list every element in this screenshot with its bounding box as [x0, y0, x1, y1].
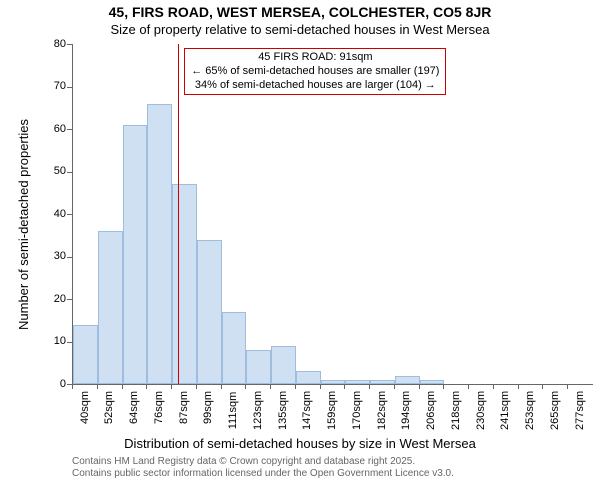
y-tick-label: 50	[38, 165, 66, 177]
x-tick-mark	[221, 384, 222, 389]
y-tick-mark	[67, 299, 72, 300]
x-tick-mark	[567, 384, 568, 389]
x-tick-label: 40sqm	[79, 392, 91, 424]
y-tick-mark	[67, 129, 72, 130]
y-axis-label: Number of semi-detached properties	[16, 119, 31, 330]
y-tick-label: 40	[38, 208, 66, 220]
histogram-bar	[98, 231, 123, 384]
x-tick-mark	[542, 384, 543, 389]
y-tick-label: 20	[38, 293, 66, 305]
x-tick-mark	[419, 384, 420, 389]
attribution-line-2: Contains public sector information licen…	[72, 468, 454, 480]
x-tick-mark	[443, 384, 444, 389]
chart-subtitle: Size of property relative to semi-detach…	[0, 22, 600, 37]
x-tick-mark	[369, 384, 370, 389]
x-tick-label: 87sqm	[178, 392, 190, 424]
y-tick-mark	[67, 87, 72, 88]
y-tick-mark	[67, 172, 72, 173]
x-tick-mark	[320, 384, 321, 389]
x-tick-label: 277sqm	[574, 392, 586, 430]
y-tick-mark	[67, 214, 72, 215]
marker-line	[178, 44, 179, 384]
histogram-bar	[271, 346, 296, 384]
marker-callout: 45 FIRS ROAD: 91sqm← 65% of semi-detache…	[184, 48, 446, 95]
x-tick-mark	[493, 384, 494, 389]
y-tick-label: 0	[38, 378, 66, 390]
callout-line: ← 65% of semi-detached houses are smalle…	[191, 65, 439, 79]
x-tick-label: 64sqm	[128, 392, 140, 424]
callout-line: 34% of semi-detached houses are larger (…	[191, 79, 439, 93]
x-tick-label: 111sqm	[227, 392, 239, 430]
x-tick-label: 241sqm	[499, 392, 511, 430]
histogram-bar	[370, 380, 395, 384]
x-tick-label: 52sqm	[103, 392, 115, 424]
x-tick-label: 218sqm	[450, 392, 462, 430]
x-tick-label: 182sqm	[376, 392, 388, 430]
x-axis-title: Distribution of semi-detached houses by …	[0, 436, 600, 451]
y-tick-mark	[67, 44, 72, 45]
x-tick-mark	[72, 384, 73, 389]
x-tick-label: 76sqm	[153, 392, 165, 424]
y-tick-mark	[67, 257, 72, 258]
x-tick-mark	[518, 384, 519, 389]
attribution-line-1: Contains HM Land Registry data © Crown c…	[72, 456, 454, 468]
x-tick-mark	[344, 384, 345, 389]
x-tick-mark	[146, 384, 147, 389]
x-tick-label: 170sqm	[351, 392, 363, 430]
histogram-bar	[123, 125, 148, 384]
x-tick-label: 123sqm	[252, 392, 264, 430]
x-tick-label: 206sqm	[425, 392, 437, 430]
x-tick-label: 194sqm	[400, 392, 412, 430]
y-tick-label: 10	[38, 335, 66, 347]
x-tick-label: 99sqm	[202, 392, 214, 424]
histogram-bar	[222, 312, 247, 384]
x-tick-mark	[171, 384, 172, 389]
histogram-bar	[246, 350, 271, 384]
attribution: Contains HM Land Registry data © Crown c…	[72, 456, 454, 480]
y-tick-label: 70	[38, 80, 66, 92]
chart-title: 45, FIRS ROAD, WEST MERSEA, COLCHESTER, …	[0, 4, 600, 20]
x-tick-mark	[97, 384, 98, 389]
callout-line: 45 FIRS ROAD: 91sqm	[191, 51, 439, 65]
x-tick-mark	[245, 384, 246, 389]
x-tick-mark	[468, 384, 469, 389]
y-tick-mark	[67, 342, 72, 343]
histogram-bar	[73, 325, 98, 385]
x-tick-label: 230sqm	[475, 392, 487, 430]
histogram-bar	[296, 371, 321, 384]
x-tick-mark	[196, 384, 197, 389]
histogram-bar	[197, 240, 222, 385]
histogram-bar	[172, 184, 197, 384]
histogram-bar	[395, 376, 420, 385]
x-tick-mark	[270, 384, 271, 389]
histogram-bar	[420, 380, 445, 384]
histogram-bar	[321, 380, 346, 384]
histogram-bar	[147, 104, 172, 385]
x-tick-mark	[295, 384, 296, 389]
x-tick-label: 265sqm	[549, 392, 561, 430]
y-tick-label: 30	[38, 250, 66, 262]
x-tick-mark	[394, 384, 395, 389]
y-tick-label: 80	[38, 38, 66, 50]
x-tick-label: 253sqm	[524, 392, 536, 430]
plot-area: 45 FIRS ROAD: 91sqm← 65% of semi-detache…	[72, 44, 593, 385]
x-tick-label: 147sqm	[301, 392, 313, 430]
x-tick-label: 159sqm	[326, 392, 338, 430]
x-tick-mark	[122, 384, 123, 389]
x-tick-label: 135sqm	[277, 392, 289, 430]
histogram-bar	[345, 380, 370, 384]
y-tick-label: 60	[38, 123, 66, 135]
